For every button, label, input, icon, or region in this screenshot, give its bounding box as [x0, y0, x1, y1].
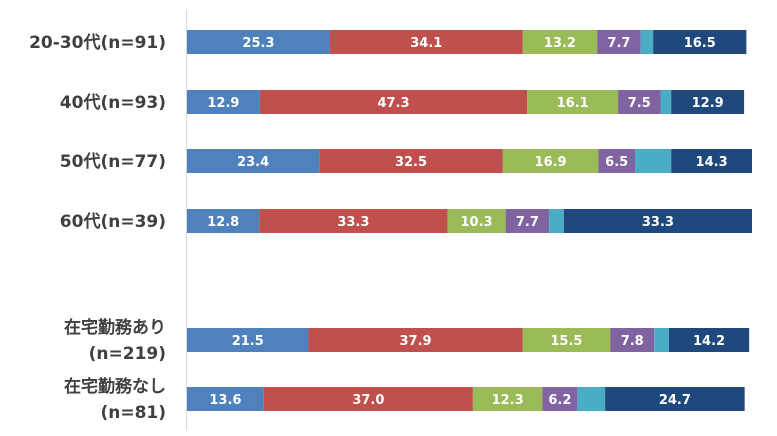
data-label: 14.2 — [693, 334, 725, 349]
bar-segment — [187, 387, 264, 411]
bar-segment — [502, 149, 599, 173]
data-label: 13.6 — [209, 393, 241, 408]
data-label: 34.1 — [410, 36, 442, 51]
bar-segment — [187, 328, 309, 352]
data-label: 12.9 — [692, 96, 724, 111]
bar-segment — [308, 328, 523, 352]
bar-segment — [640, 30, 654, 54]
data-label: 25.3 — [242, 36, 274, 51]
category-label: 在宅勤務あり — [64, 317, 166, 338]
category-label: (n=219) — [89, 344, 166, 364]
category-label: 在宅勤務なし — [64, 376, 166, 397]
data-label: 6.5 — [605, 155, 628, 170]
bar-segment — [187, 209, 260, 233]
bar-segment — [263, 387, 473, 411]
category-label: (n=81) — [100, 403, 166, 423]
category-label: 20-30代(n=91) — [29, 32, 166, 53]
bar-segment — [472, 387, 543, 411]
data-label: 7.7 — [516, 215, 539, 230]
data-label: 12.8 — [207, 215, 239, 230]
bar-segment — [542, 387, 578, 411]
bar-segment — [505, 209, 550, 233]
data-label: 33.3 — [642, 215, 674, 230]
data-label: 7.8 — [621, 334, 644, 349]
bar-segment — [259, 90, 528, 114]
category-label: 40代(n=93) — [60, 92, 166, 113]
data-label: 15.5 — [550, 334, 582, 349]
data-label: 12.3 — [492, 393, 524, 408]
bar-segment — [187, 149, 320, 173]
data-label: 37.0 — [352, 393, 384, 408]
bar-segment — [522, 30, 598, 54]
bar-segment — [618, 90, 661, 114]
bar-segment — [187, 90, 260, 114]
data-label: 47.3 — [377, 96, 409, 111]
data-label: 32.5 — [395, 155, 427, 170]
bar-segment — [319, 149, 503, 173]
bar-segment — [329, 30, 523, 54]
bar-segment — [187, 30, 330, 54]
data-label: 14.3 — [696, 155, 728, 170]
data-label: 7.7 — [607, 36, 630, 51]
bar-segment — [598, 149, 636, 173]
bars-group: 20-30代(n=91) 25.3 34.1 13.2 7.7 16.5 40代(n=93)… — [29, 30, 752, 423]
bar-segment — [549, 209, 564, 233]
data-label: 12.9 — [207, 96, 239, 111]
bar-segment — [522, 328, 611, 352]
data-label: 33.3 — [337, 215, 369, 230]
category-label: 60代(n=39) — [60, 211, 166, 232]
data-label: 37.9 — [400, 334, 432, 349]
bar-segment — [654, 328, 669, 352]
bar-segment — [527, 90, 619, 114]
data-label: 21.5 — [232, 334, 264, 349]
data-label: 16.9 — [535, 155, 567, 170]
bar-segment — [447, 209, 506, 233]
data-label: 10.3 — [461, 215, 493, 230]
bar-segment — [653, 30, 747, 54]
bar-segment — [577, 387, 606, 411]
bar-segment — [660, 90, 672, 114]
bar-segment — [635, 149, 672, 173]
data-label: 16.1 — [557, 96, 589, 111]
data-label: 13.2 — [544, 36, 576, 51]
bar-segment — [605, 387, 745, 411]
data-label: 23.4 — [237, 155, 269, 170]
data-label: 24.7 — [659, 393, 691, 408]
bar-segment — [668, 328, 750, 352]
category-label: 50代(n=77) — [60, 151, 166, 172]
bar-segment — [597, 30, 641, 54]
data-label: 6.2 — [548, 393, 571, 408]
bar-segment — [671, 90, 745, 114]
data-label: 7.5 — [628, 96, 651, 111]
bar-segment — [259, 209, 448, 233]
bar-segment — [563, 209, 752, 233]
bar-segment — [671, 149, 752, 173]
data-label: 16.5 — [684, 36, 716, 51]
bar-segment — [610, 328, 655, 352]
